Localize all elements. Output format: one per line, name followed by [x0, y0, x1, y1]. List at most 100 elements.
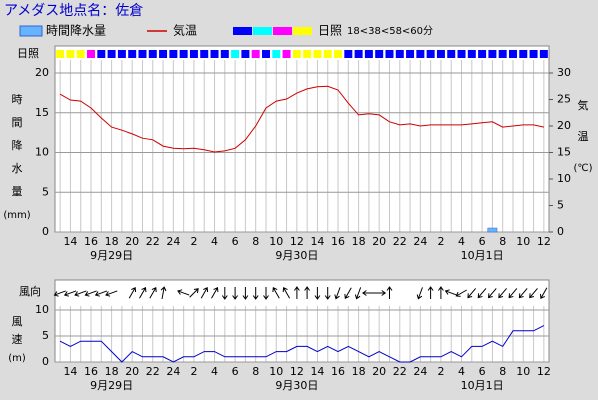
sunshine-cell — [241, 50, 250, 58]
wind-arrow — [529, 288, 538, 299]
x-tick-label: 8 — [252, 365, 259, 378]
sunshine-cell — [56, 50, 65, 58]
x-tick-label: 24 — [166, 235, 180, 248]
wind-arrow — [416, 287, 423, 300]
sunshine-cell — [169, 50, 178, 58]
sunshine-cell — [313, 50, 322, 58]
sunshine-cell — [292, 50, 301, 58]
wind-arrow — [324, 287, 331, 300]
sunshine-cell — [375, 50, 384, 58]
wind-arrow — [362, 290, 375, 296]
sunshine-cell — [519, 50, 528, 58]
wind-arrow — [314, 287, 321, 300]
wind-arrow — [149, 287, 157, 299]
precip-bar — [487, 227, 498, 233]
y2-axis-label: 気 — [578, 98, 589, 112]
sunshine-cell — [76, 50, 85, 58]
wind-arrow — [160, 286, 167, 299]
x-tick-label: 24 — [413, 365, 427, 378]
sunshine-cell — [323, 50, 332, 58]
sunshine-cell — [539, 50, 548, 58]
y2-tick-label: 5 — [557, 199, 564, 212]
x-tick-label: 4 — [211, 235, 218, 248]
wind-arrow — [177, 289, 190, 296]
sunshine-row-label: 日照 — [17, 47, 39, 60]
x-tick-label: 22 — [393, 365, 407, 378]
y2-tick-label: 0 — [557, 225, 564, 238]
x-tick-label: 4 — [458, 235, 465, 248]
y-tick-label: 10 — [35, 146, 49, 159]
legend-label: 気温 — [173, 23, 197, 38]
day-label: 9月30日 — [275, 249, 318, 262]
x-tick-label: 8 — [499, 235, 506, 248]
x-tick-label: 4 — [211, 365, 218, 378]
wind-arrow — [94, 290, 108, 297]
wind-arrow — [354, 287, 362, 300]
sunshine-cell — [159, 50, 168, 58]
y-axis-label: 速 — [12, 333, 23, 346]
wind-arrow — [304, 286, 311, 299]
x-tick-label: 4 — [458, 365, 465, 378]
x-tick-label: 10 — [269, 235, 283, 248]
sunshine-cell — [272, 50, 281, 58]
y-axis-label: 降 — [12, 138, 23, 152]
y-axis-label: (m) — [8, 353, 26, 364]
x-tick-label: 14 — [310, 365, 324, 378]
y-tick-label: 10 — [35, 303, 49, 316]
sunshine-cell — [436, 50, 445, 58]
legend-swatch — [273, 27, 292, 35]
sunshine-cell — [385, 50, 394, 58]
wind-speed-line — [59, 325, 545, 363]
y-axis-label: 水 — [12, 162, 23, 175]
wind-arrow — [334, 287, 341, 300]
x-tick-label: 12 — [290, 235, 304, 248]
wind-arrow — [427, 286, 434, 299]
x-tick-label: 16 — [84, 365, 98, 378]
y2-axis-label: (℃) — [573, 163, 592, 174]
y-tick-label: 5 — [42, 185, 49, 198]
x-tick-label: 12 — [290, 365, 304, 378]
sunshine-cell — [87, 50, 96, 58]
wind-arrow — [518, 288, 528, 299]
wind-arrow — [487, 288, 497, 299]
y2-tick-label: 20 — [557, 119, 571, 132]
y-tick-label: 0 — [42, 355, 49, 368]
sunshine-cell — [179, 50, 188, 58]
wind-arrow — [105, 290, 118, 297]
y-tick-label: 0 — [42, 225, 49, 238]
wind-arrow — [293, 286, 300, 299]
x-tick-label: 20 — [372, 235, 386, 248]
sunshine-cell — [498, 50, 507, 58]
x-tick-label: 8 — [252, 235, 259, 248]
sunshine-cell — [251, 50, 260, 58]
wind-arrow — [437, 286, 444, 299]
x-tick-label: 24 — [413, 235, 427, 248]
x-tick-label: 12 — [537, 365, 551, 378]
x-tick-label: 2 — [437, 365, 444, 378]
sunshine-cell — [303, 50, 312, 58]
x-tick-label: 18 — [352, 365, 366, 378]
x-tick-label: 20 — [125, 365, 139, 378]
sunshine-cell — [138, 50, 147, 58]
sunshine-cell — [395, 50, 404, 58]
legend-label: 日照 — [318, 24, 342, 38]
x-tick-label: 2 — [190, 235, 197, 248]
sunshine-cell — [117, 50, 126, 58]
wind-arrow — [189, 288, 199, 298]
x-tick-label: 18 — [352, 235, 366, 248]
x-tick-label: 6 — [232, 235, 239, 248]
sunshine-cell — [210, 50, 219, 58]
sunshine-cell — [148, 50, 157, 58]
wind-arrow — [386, 286, 393, 299]
y-axis-label: 量 — [12, 185, 23, 198]
sunshine-cell — [457, 50, 466, 58]
sunshine-cell — [529, 50, 538, 58]
y-tick-label: 20 — [35, 66, 49, 79]
day-label: 9月29日 — [90, 249, 133, 262]
sunshine-cell — [478, 50, 487, 58]
top-plot-frame — [54, 45, 550, 233]
sunshine-cell — [200, 50, 209, 58]
sunshine-cell — [344, 50, 353, 58]
wind-arrow — [373, 290, 387, 296]
